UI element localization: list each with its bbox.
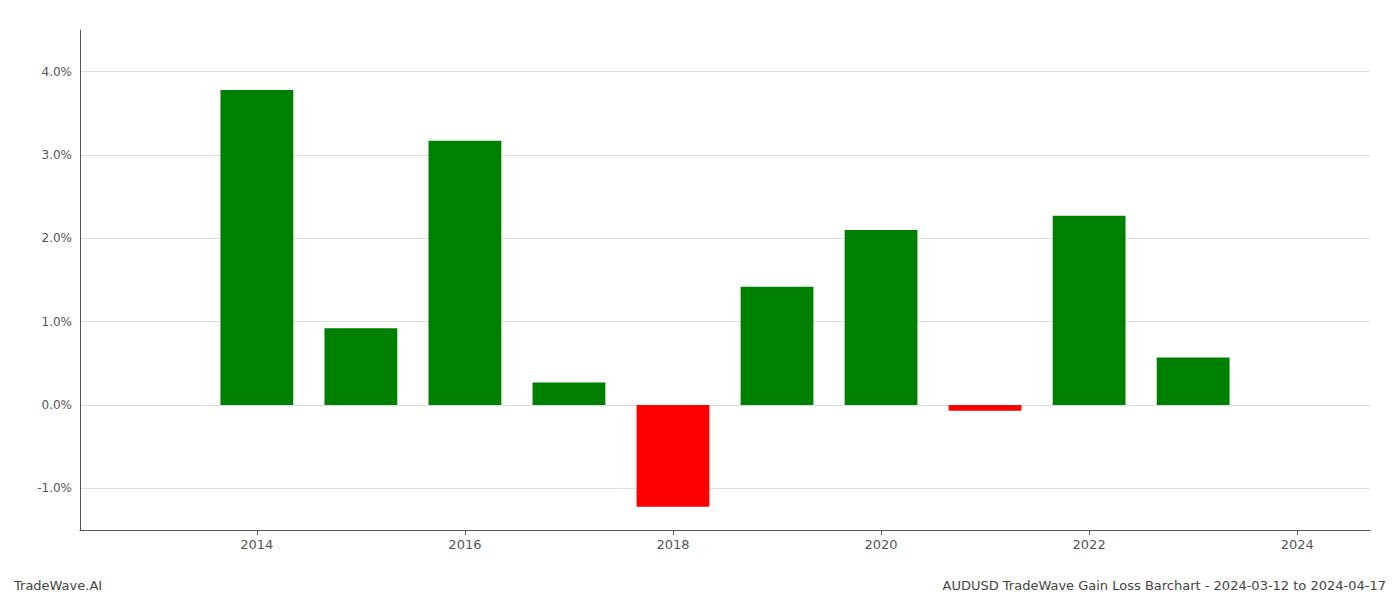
svg-text:2018: 2018	[656, 537, 689, 552]
svg-text:3.0%: 3.0%	[42, 148, 73, 162]
svg-text:-1.0%: -1.0%	[37, 481, 72, 495]
svg-text:0.0%: 0.0%	[42, 398, 73, 412]
svg-text:2024: 2024	[1281, 537, 1314, 552]
svg-text:2022: 2022	[1073, 537, 1106, 552]
svg-text:2014: 2014	[240, 537, 273, 552]
svg-text:2016: 2016	[448, 537, 481, 552]
svg-text:2.0%: 2.0%	[42, 231, 73, 245]
svg-text:2020: 2020	[865, 537, 898, 552]
svg-text:AUDUSD TradeWave Gain Loss Bar: AUDUSD TradeWave Gain Loss Barchart - 20…	[942, 578, 1386, 593]
svg-text:TradeWave.AI: TradeWave.AI	[13, 578, 102, 593]
svg-text:4.0%: 4.0%	[42, 65, 73, 79]
svg-text:1.0%: 1.0%	[42, 315, 73, 329]
